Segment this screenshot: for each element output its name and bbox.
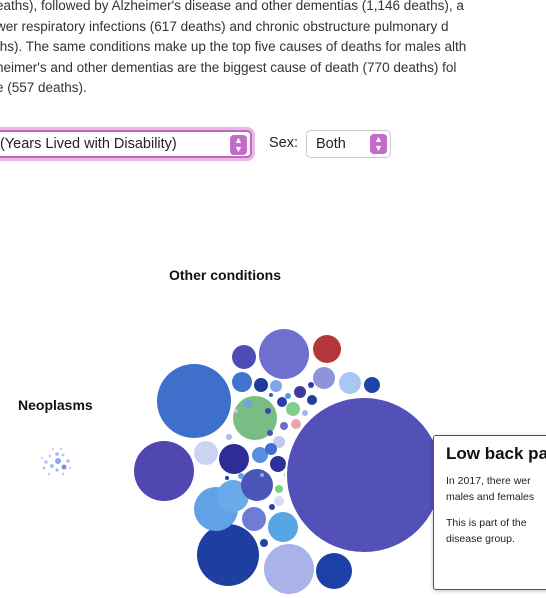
bubble[interactable] [339, 372, 361, 394]
group-label-other-conditions: Other conditions [169, 267, 281, 283]
bubble[interactable] [55, 468, 59, 472]
bubble[interactable] [307, 395, 317, 405]
sex-select-value: Both [316, 136, 346, 152]
bubble[interactable] [233, 396, 277, 440]
bubble[interactable] [313, 335, 341, 363]
bubble[interactable] [364, 377, 380, 393]
bubble[interactable] [238, 473, 244, 479]
bubble[interactable] [241, 469, 273, 501]
intro-line: wer respiratory infections (617 deaths) … [0, 18, 449, 34]
group-label-neoplasms: Neoplasms [18, 397, 93, 413]
bubble[interactable] [55, 452, 59, 456]
bubble[interactable] [242, 507, 266, 531]
bubble[interactable] [270, 380, 282, 392]
bubble[interactable] [316, 553, 352, 589]
bubble[interactable] [244, 400, 252, 408]
tooltip-text: In 2017, there wer males and females [446, 473, 546, 505]
bubble[interactable] [234, 409, 238, 413]
bubble[interactable] [294, 386, 306, 398]
bubble[interactable] [260, 539, 268, 547]
bubble[interactable] [280, 422, 288, 430]
bubble[interactable] [61, 464, 67, 470]
select-arrows-icon: ▲ ▼ [230, 135, 247, 155]
bubble[interactable] [313, 367, 335, 389]
bubble[interactable] [270, 456, 286, 472]
bubble[interactable] [134, 441, 194, 501]
bubble[interactable] [268, 512, 298, 542]
bubble[interactable] [264, 544, 314, 594]
neoplasms-cluster [40, 447, 72, 476]
bubble[interactable] [42, 466, 46, 470]
measure-select[interactable]: (Years Lived with Disability) ▲ ▼ [0, 130, 252, 158]
sex-select[interactable]: Both ▲ ▼ [306, 130, 391, 158]
bubble[interactable] [61, 472, 65, 476]
bubble[interactable] [48, 454, 52, 458]
bubble-tooltip: Low back pa In 2017, there wer males and… [433, 435, 546, 590]
bubble[interactable] [291, 419, 301, 429]
bubble[interactable] [274, 496, 284, 506]
measure-select-value: (Years Lived with Disability) [0, 136, 177, 152]
bubble[interactable] [273, 436, 285, 448]
bubble[interactable] [308, 382, 314, 388]
bubble[interactable] [219, 444, 249, 474]
tooltip-line: males and females [446, 491, 535, 503]
bubble[interactable] [66, 459, 70, 463]
bubble[interactable] [269, 393, 273, 397]
bubble[interactable] [47, 472, 51, 476]
bubble[interactable] [254, 378, 268, 392]
bubble[interactable] [61, 453, 65, 457]
intro-text: eaths), followed by Alzheimer's disease … [0, 0, 546, 99]
bubble[interactable] [267, 430, 273, 436]
tooltip-title: Low back pa [446, 444, 546, 463]
bubble[interactable] [194, 441, 218, 465]
bubble[interactable] [260, 473, 264, 477]
bubble[interactable] [285, 393, 291, 399]
bubble[interactable] [275, 485, 283, 493]
bubble[interactable] [55, 458, 61, 464]
bubble[interactable] [232, 345, 256, 369]
tooltip-line: disease group. [446, 533, 515, 545]
intro-line: ths). The same conditions make up the to… [0, 39, 467, 54]
tooltip-line: In 2017, there wer [446, 475, 531, 487]
select-arrows-icon: ▲ ▼ [370, 134, 387, 154]
bubble[interactable] [277, 397, 287, 407]
bubble[interactable] [265, 408, 271, 414]
bubble[interactable] [225, 476, 229, 480]
sex-label: Sex: [269, 135, 299, 151]
bubble-low-back-pain[interactable] [285, 396, 443, 554]
bubble[interactable] [157, 364, 231, 438]
bubble[interactable] [269, 504, 275, 510]
bubble[interactable] [252, 447, 268, 463]
bubble[interactable] [68, 466, 72, 470]
bubble[interactable] [217, 480, 249, 512]
bubble[interactable] [51, 447, 55, 451]
bubble[interactable] [197, 524, 259, 586]
controls-bar: (Years Lived with Disability) ▲ ▼ Sex: Bo… [0, 130, 546, 160]
bubble[interactable] [302, 410, 308, 416]
tooltip-line: This is part of the [446, 517, 527, 529]
bubble[interactable] [286, 402, 300, 416]
bubble[interactable] [59, 447, 63, 451]
intro-line: e (557 deaths). [0, 80, 87, 95]
bubble[interactable] [50, 464, 54, 468]
tooltip-text: This is part of the disease group. [446, 515, 546, 547]
bubble[interactable] [226, 434, 232, 440]
bubble[interactable] [259, 329, 309, 379]
bubble[interactable] [40, 456, 44, 460]
intro-line: eaths), followed by Alzheimer's disease … [0, 0, 464, 13]
bubble[interactable] [44, 460, 48, 464]
bubble[interactable] [232, 372, 252, 392]
bubble[interactable] [265, 443, 277, 455]
intro-line: heimer's and other dementias are the big… [0, 59, 457, 75]
